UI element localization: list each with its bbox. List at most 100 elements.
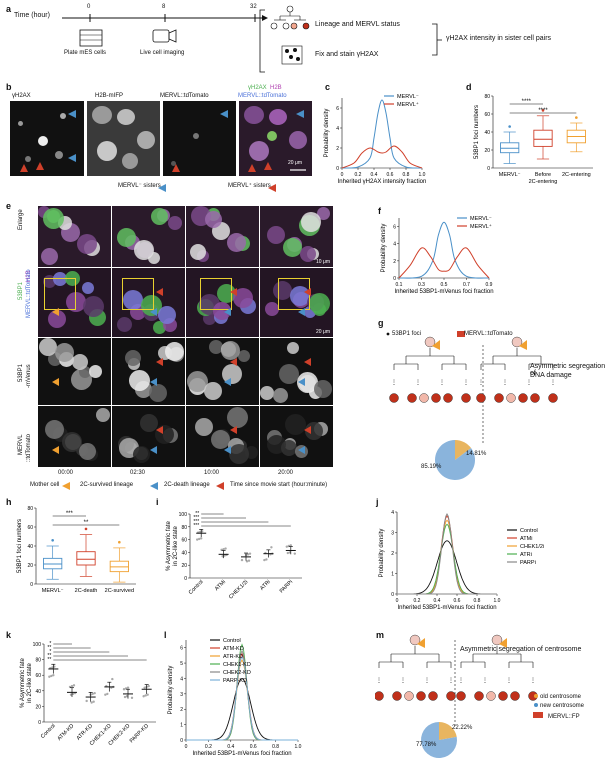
x-tick-label: 0.7 (463, 282, 470, 288)
e-image-r1-c0 (38, 268, 111, 337)
g-legend-mervl: MERVL::tdTomato (464, 331, 513, 337)
y-tick-label: 40 (27, 544, 33, 550)
chart-h: 0 20 40 60 80 53BP1 foci numbers MERVL⁻ 2C-deat… (17, 506, 136, 594)
data-point (111, 677, 114, 681)
y-tick-label: 40 (484, 130, 490, 136)
m-tree-left-arrow (417, 638, 425, 648)
m-pie-major: 77.78% (416, 742, 437, 748)
m-tree-left-leaf-4 (428, 691, 438, 701)
y-tick-label: 0 (38, 720, 41, 726)
g-legend-gradient (457, 331, 465, 337)
g-pie-major: 85.19% (421, 464, 442, 470)
time-tick-0: 0 (87, 4, 91, 10)
y-axis-title-b: in 2C-like state (173, 525, 179, 565)
series-line-0 (186, 677, 298, 741)
box-1 (76, 551, 96, 566)
y-axis-title: Probability density (379, 529, 385, 578)
e-cell (204, 382, 222, 400)
data-point (72, 684, 76, 687)
legend-label: MERVL⁺ (397, 101, 419, 108)
out-fix-label: Fix and stain γH2AX (315, 51, 379, 58)
m-legend-old: old centrosome (540, 694, 582, 700)
data-point (142, 695, 145, 698)
sig-star: ** (47, 645, 51, 651)
y-tick-label: 80 (27, 506, 33, 512)
e-image-r0-c1 (112, 206, 185, 267)
e-image-r2-c1 (112, 338, 185, 405)
e-arrowhead (230, 288, 237, 296)
m-tree-left-ellipsis: ⋮ (400, 678, 406, 684)
y-tick-label: 4 (393, 242, 396, 248)
m-pie-slice-0 (439, 722, 457, 740)
data-point (288, 551, 291, 554)
e-legend-time: Time since movie start (hour:minute) (230, 482, 328, 488)
e-cell (301, 212, 321, 232)
g-tree-right-arrow (519, 340, 527, 350)
panel-label-c: c (325, 82, 331, 92)
y-tick-label: 2 (393, 259, 396, 265)
y-tick-label: 6 (336, 106, 339, 112)
e-cell (281, 440, 297, 456)
legend-label: ATMi (520, 536, 532, 542)
series-line-1 (341, 145, 423, 169)
y-tick-label: 40 (35, 689, 41, 695)
b-merge-title-gh2ax: γH2AX (248, 85, 267, 91)
legend-label: CHEK1-KD (223, 662, 251, 668)
e-cell (267, 226, 285, 244)
y-axis-title-a: % Asymmetric fate (166, 521, 172, 571)
e-cell (168, 216, 182, 230)
data-point (125, 695, 129, 698)
y-axis-title-b: in 2C-like state (27, 662, 33, 702)
e-arrowhead (150, 308, 157, 316)
chart-l: 0 1 2 3 4 5 6 0 0.2 0.4 0.6 0.8 1.0 Probability densi… (168, 638, 302, 757)
e-cell (153, 321, 166, 334)
x-tick-label: 0.1 (396, 282, 403, 288)
legend-label: ATRi (520, 552, 532, 558)
data-point (246, 553, 250, 556)
x-tick-label: 0.8 (272, 744, 279, 750)
x-tick-label: 0.5 (441, 282, 448, 288)
m-tree-right-leaf-1 (474, 691, 484, 701)
g-tree-left-leaf-1 (407, 393, 417, 403)
e-cell (287, 342, 299, 354)
g-tree-right-leaf-1 (494, 393, 504, 403)
x-tick-label: 0 (341, 172, 344, 178)
g-tree-right-ellipsis: ⋮ (526, 380, 532, 386)
y-tick-label: 1 (180, 723, 183, 729)
data-point (196, 538, 199, 541)
panel-label-a: a (6, 4, 12, 14)
y-tick-label: 0 (336, 166, 339, 172)
e-cell (39, 338, 57, 356)
data-point (240, 558, 244, 562)
x-category-label: ATM-KD (57, 723, 76, 742)
e-roi-box (44, 278, 76, 310)
sig-star: *** (66, 511, 74, 517)
e-legend-mother: Mother cell (30, 482, 60, 488)
e-cell (79, 443, 96, 460)
y-tick-label: 0 (184, 576, 187, 582)
data-point (48, 675, 51, 678)
b-image-h2b (87, 101, 160, 176)
y-axis-title: Probability density (381, 224, 387, 273)
e-cell (233, 288, 253, 308)
e-cell (117, 228, 136, 247)
m-tree-right-leaf-4 (510, 691, 520, 701)
y-axis-title: Probability density (324, 109, 330, 158)
m-tree-right-ellipsis: ⋮ (458, 678, 464, 684)
y-tick-label: 4 (391, 510, 394, 516)
g-diagram: ⋮ ⋮ ⋮ ⋮ ⋮ ⋮ ⋮ ⋮ (386, 331, 558, 480)
panel-label-h: h (6, 497, 12, 507)
e-cell (279, 364, 299, 384)
legend-label: Control (520, 528, 538, 534)
panel-a-diagram (62, 5, 442, 73)
m-tree-right-arrow (499, 638, 507, 648)
step-imaging-label: Live cell imaging (140, 50, 185, 56)
y-tick-label: 20 (484, 148, 490, 154)
m-tree-left-leaf-3 (416, 691, 426, 701)
data-point (248, 552, 252, 555)
g-legend-dot (386, 332, 390, 336)
e-cell (209, 340, 223, 354)
data-point (201, 530, 204, 533)
x-tick-label: 1.0 (419, 172, 426, 178)
